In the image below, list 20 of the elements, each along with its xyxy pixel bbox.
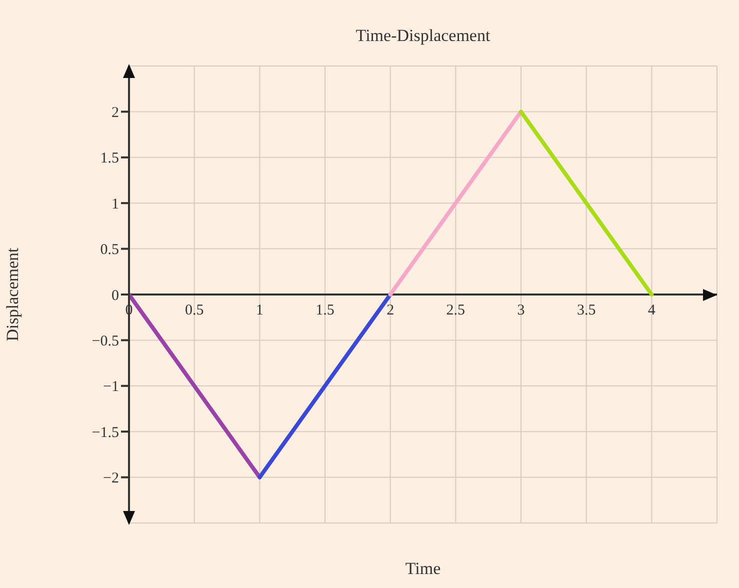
chart-title: Time-Displacement xyxy=(354,26,492,46)
x-tick-label: 3 xyxy=(517,302,525,318)
y-tick-label: 1.5 xyxy=(100,150,119,167)
x-tick-label: 4 xyxy=(648,302,656,318)
y-axis-title: Displacement xyxy=(3,247,22,342)
x-tick-label: 1.5 xyxy=(316,302,334,318)
y-tick-label: −2 xyxy=(103,470,119,487)
y-tick-label: 2 xyxy=(112,105,119,122)
y-tick-label: 0.5 xyxy=(100,242,119,258)
x-tick-label: 1 xyxy=(256,302,264,318)
x-tick-label: 0.5 xyxy=(184,302,204,318)
x-axis-title: Time xyxy=(405,559,441,578)
y-tick-label: −1.5 xyxy=(92,424,119,441)
y-tick-label: −0.5 xyxy=(92,334,119,350)
x-tick-label: 3.5 xyxy=(576,302,596,318)
x-tick-label: 2 xyxy=(386,302,394,318)
y-tick-label: 1 xyxy=(112,196,119,212)
x-tick-label: 2.5 xyxy=(446,302,466,318)
y-tick-label: −1 xyxy=(103,379,119,396)
y-tick-label: 0 xyxy=(112,288,119,304)
